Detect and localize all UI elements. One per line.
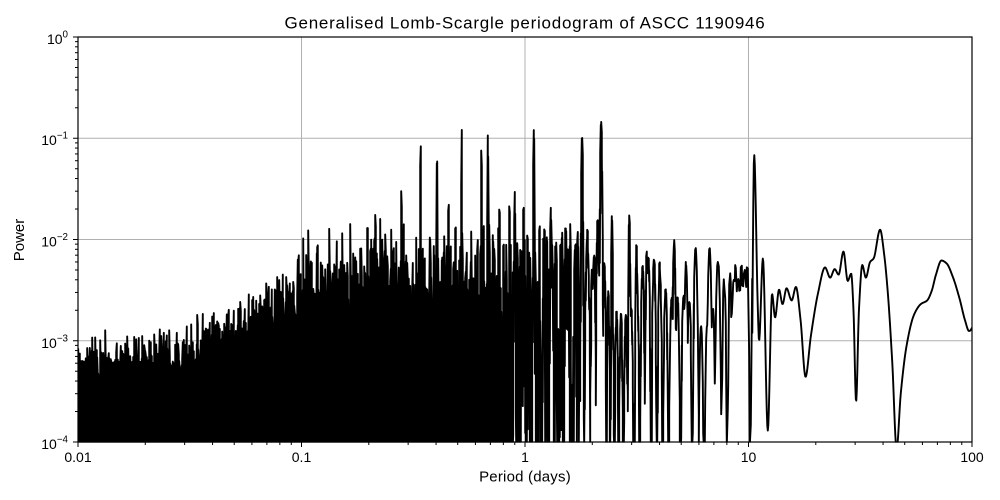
svg-text:100: 100 [960,449,984,465]
svg-text:10: 10 [741,449,757,465]
svg-text:Period (days): Period (days) [479,469,571,486]
svg-text:Generalised Lomb-Scargle perio: Generalised Lomb-Scargle periodogram of … [285,14,766,33]
svg-text:0.1: 0.1 [292,449,312,465]
svg-text:Power: Power [11,219,28,262]
svg-text:1: 1 [521,449,529,465]
svg-text:0.01: 0.01 [64,449,91,465]
